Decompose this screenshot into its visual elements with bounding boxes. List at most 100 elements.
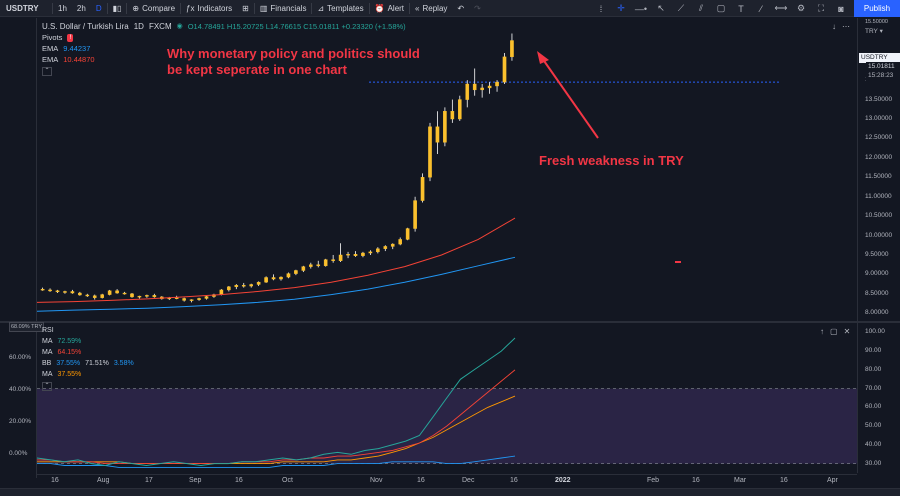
candle-body [241, 285, 246, 287]
ema-fast-line [37, 256, 516, 312]
rsi-legend-collapse-button[interactable]: ⌃ [42, 382, 52, 391]
rsi-bb-label[interactable]: BB [42, 360, 52, 367]
measure-tool[interactable]: ⟷ [771, 0, 791, 17]
time-tick-label: Mar [734, 477, 747, 484]
candle-body [279, 276, 283, 280]
alert-button[interactable]: ⏰ Alert [370, 0, 409, 17]
rsi-tick-label: 40.00 [865, 440, 882, 448]
layout-button[interactable]: ⊞ [237, 0, 254, 17]
crosshair-tool[interactable]: ✛ [611, 0, 631, 17]
candles-style-button[interactable]: ▮▯ [108, 0, 127, 17]
candle-body [405, 228, 410, 240]
candle-body [331, 259, 335, 261]
more-icon[interactable]: ⋯ [842, 22, 850, 31]
candle-body [346, 253, 350, 256]
pane-divider[interactable] [0, 321, 900, 323]
rsi-bb-v2: 71.51% [85, 360, 109, 367]
symbol-search[interactable]: USDTRY [6, 3, 39, 13]
candles-icon: ▮▯ [112, 3, 122, 13]
replay-button[interactable]: «Replay [410, 0, 452, 17]
candle-body [353, 253, 358, 256]
price-tag-value-box: 15.01811 [866, 62, 900, 72]
rsi-left-tick-0: 0.00% [9, 450, 28, 457]
publish-button[interactable]: Publish [854, 0, 900, 17]
indicators-icon: ƒx [186, 3, 195, 13]
price-axis[interactable]: 15.50000 TRY ▾ 14.5000014.0000013.500001… [857, 18, 900, 321]
ema2-label[interactable]: EMA [42, 55, 59, 64]
settings-button[interactable]: ⚙ [791, 0, 811, 17]
rsi-axis[interactable]: 100.00 90.00 80.00 70.00 60.00 50.00 40.00 30.0… [857, 323, 900, 473]
financials-button[interactable]: ▥ Financials [255, 0, 312, 17]
templates-icon: ⊿ [317, 3, 325, 13]
currency-selector[interactable]: TRY ▾ [865, 28, 883, 35]
rsi-title[interactable]: RSI [42, 327, 54, 334]
rsi-chart[interactable] [37, 323, 857, 473]
fullscreen-button[interactable]: ⛶ [811, 0, 831, 17]
rsi-ma2-value: 64.15% [57, 349, 82, 356]
red-dash-mark [675, 261, 681, 263]
trend-line-tool[interactable]: —• [631, 0, 651, 17]
price-tick-label: 11.00000 [865, 192, 892, 200]
undo-button[interactable]: ↶ [452, 0, 469, 17]
candle-body [323, 259, 328, 267]
rsi-ma1-label[interactable]: MA [42, 338, 53, 345]
text-tool[interactable]: T [731, 0, 751, 17]
compare-button[interactable]: ⊕ Compare [127, 0, 180, 17]
indicators-button[interactable]: ƒx Indicators [181, 0, 237, 17]
candle-body [294, 270, 298, 274]
cursor-tool[interactable]: ↖ [651, 0, 671, 17]
price-tag-time-box: 15:28:23 [866, 71, 900, 81]
templates-button[interactable]: ⊿ Templates [312, 0, 368, 17]
candle-body [502, 56, 507, 83]
headline-annotation[interactable]: Why monetary policy and politics should … [167, 46, 420, 77]
pivots-error-badge[interactable]: ! [67, 33, 74, 42]
candle-body [398, 239, 403, 245]
ema1-label[interactable]: EMA [42, 44, 59, 53]
line-tool[interactable]: ⁄ [751, 0, 771, 17]
arrow-down-icon[interactable]: ↓ [832, 22, 836, 31]
time-tick-label: Oct [282, 477, 293, 484]
candle-body [450, 111, 455, 120]
interval-d[interactable]: D [95, 3, 102, 13]
interval-1h[interactable]: 1h [58, 3, 67, 13]
chevron-up-icon: ⌃ [44, 383, 50, 389]
close-icon[interactable]: ✕ [843, 327, 851, 336]
text-icon: T [738, 3, 744, 14]
dots-tool[interactable]: ⁞ [591, 0, 611, 17]
candle-body [137, 295, 142, 298]
alarm-clock-icon: ⏰ [374, 3, 385, 13]
price-chart[interactable] [37, 18, 857, 321]
pivots-label[interactable]: Pivots [42, 33, 63, 42]
legend-exchange: FXCM [148, 22, 172, 31]
ray-tool[interactable]: ⟋ [671, 0, 691, 17]
candle-body [301, 266, 306, 271]
arrow-up-icon[interactable]: ↑ [820, 327, 824, 336]
candle-body [420, 177, 425, 201]
redo-button[interactable]: ↷ [469, 0, 486, 17]
rsi-bb-ma-line [37, 395, 516, 465]
ema2-value: 10.44870 [63, 55, 95, 64]
screenshot-button[interactable]: ◙ [831, 0, 851, 17]
candle-body [413, 200, 417, 229]
fullscreen-icon: ⛶ [817, 3, 825, 13]
indicators-label: Indicators [197, 3, 233, 13]
price-tick-label: 9.50000 [865, 250, 889, 258]
separator [253, 2, 255, 14]
maximize-icon[interactable]: ▢ [830, 327, 838, 336]
note-annotation[interactable]: Fresh weakness in TRY [539, 153, 684, 168]
interval-2h[interactable]: 2h [76, 3, 86, 13]
rsi-ma3-value: 37.55% [57, 371, 82, 378]
time-axis[interactable]: 16 Aug 17 Sep 16 Oct Nov 16 Dec 16 2022 Feb 16 Mar 16 A… [37, 474, 857, 488]
rsi-ma3-label[interactable]: MA [42, 371, 53, 378]
legend-collapse-button[interactable]: ⌃ [42, 67, 52, 76]
candle-body [309, 264, 313, 267]
time-tick-label: Feb [647, 477, 660, 484]
time-tick-label: 16 [51, 477, 59, 484]
rectangle-tool[interactable]: ▢ [711, 0, 731, 17]
rsi-tick-label: 80.00 [865, 365, 882, 373]
candle-body [256, 281, 261, 285]
rsi-ma2-label[interactable]: MA [42, 349, 53, 356]
time-tick-label: Apr [827, 477, 838, 484]
compare-label: Compare [142, 3, 176, 13]
parallel-channel-tool[interactable]: ⫽ [691, 0, 711, 17]
